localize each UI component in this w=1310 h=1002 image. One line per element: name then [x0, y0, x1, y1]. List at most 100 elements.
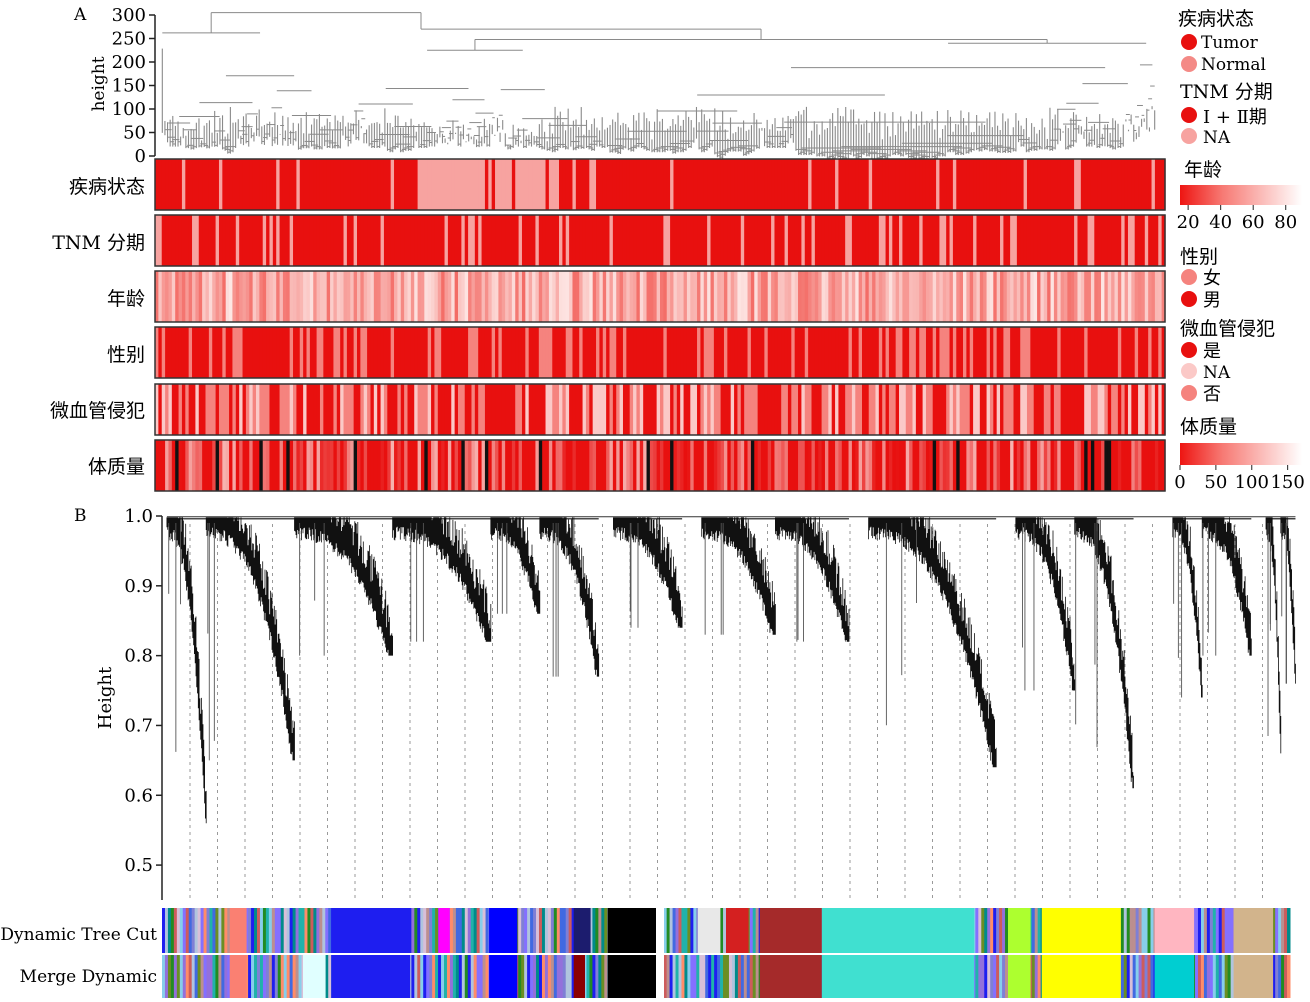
module-stripe	[414, 955, 418, 998]
heatmap-cell	[451, 384, 456, 435]
module-stripe	[298, 908, 303, 953]
module-stripe	[274, 955, 279, 998]
module-stripe	[194, 908, 199, 953]
heatmap-cell	[858, 327, 863, 378]
heatmap-cell	[532, 271, 537, 322]
module-stripe	[191, 908, 196, 953]
heatmap-cell	[353, 327, 358, 378]
heatmap-cell	[431, 215, 436, 266]
y-tick-label: 1.0	[124, 506, 153, 527]
heatmap-cell	[750, 440, 755, 491]
heatmap-cell	[468, 159, 473, 210]
heatmap-cell	[589, 159, 594, 210]
heatmap-cell	[922, 440, 927, 491]
heatmap-cell	[565, 215, 570, 266]
module-stripe	[203, 908, 208, 953]
heatmap-cell	[680, 327, 685, 378]
heatmap-cell	[808, 327, 813, 378]
heatmap-cell	[505, 327, 510, 378]
module-block	[438, 908, 450, 953]
heatmap-cell	[1023, 440, 1028, 491]
heatmap-cell	[1030, 384, 1035, 435]
heatmap-cell	[1037, 271, 1042, 322]
heatmap-cell	[686, 440, 691, 491]
heatmap-cell	[218, 271, 223, 322]
heatmap-cell	[336, 440, 341, 491]
gene-cluster-branch	[392, 517, 492, 642]
heatmap-cell	[666, 271, 671, 322]
heatmap-cell	[922, 159, 927, 210]
module-stripe	[162, 908, 166, 953]
heatmap-cell	[1117, 384, 1122, 435]
heatmap-cell	[282, 271, 287, 322]
heatmap-cell	[1087, 327, 1092, 378]
heatmap-cell	[1084, 159, 1089, 210]
module-stripe	[1129, 908, 1134, 953]
heatmap-cell	[851, 384, 856, 435]
heatmap-cell	[1023, 327, 1028, 378]
heatmap-cell	[508, 215, 513, 266]
heatmap-cell	[400, 271, 405, 322]
heatmap-cell	[942, 271, 947, 322]
heatmap-cell	[781, 327, 786, 378]
heatmap-cell	[478, 440, 483, 491]
module-stripe	[530, 908, 534, 953]
module-stripe	[1147, 955, 1151, 998]
heatmap-cell	[293, 327, 297, 378]
heatmap-cell	[707, 384, 712, 435]
heatmap-cell	[616, 440, 621, 491]
heatmap-cell	[639, 327, 644, 378]
heatmap-cell	[660, 327, 664, 378]
heatmap-cell	[875, 271, 880, 322]
heatmap-cell	[989, 215, 994, 266]
heatmap-cell	[171, 327, 176, 378]
heatmap-cell	[858, 440, 863, 491]
module-stripe	[544, 955, 549, 998]
module-stripe	[547, 908, 552, 953]
heatmap-cell	[505, 159, 510, 210]
heatmap-cell	[575, 327, 580, 378]
heatmap-cell	[269, 215, 274, 266]
heatmap-cell	[1057, 215, 1062, 266]
module-stripe	[717, 955, 721, 998]
legend-sex-female: 女	[1203, 268, 1221, 289]
module-stripe	[313, 908, 317, 953]
heatmap-cell	[1104, 271, 1109, 322]
heatmap-cell	[949, 440, 954, 491]
heatmap-cell	[1087, 271, 1092, 322]
heatmap-cell	[198, 159, 203, 210]
heatmap-cell	[256, 215, 260, 266]
heatmap-cell	[158, 271, 163, 322]
heatmap-cell	[434, 159, 439, 210]
heatmap-cell	[747, 271, 752, 322]
heatmap-cell	[989, 159, 994, 210]
heatmap-cell	[178, 440, 183, 491]
module-block	[1233, 908, 1274, 953]
heatmap-cell	[737, 159, 742, 210]
legend-sex-title: 性别	[1180, 246, 1218, 268]
module-stripe	[289, 908, 294, 953]
heatmap-cell	[794, 159, 799, 210]
heatmap-cell	[451, 271, 456, 322]
heatmap-cell	[976, 327, 981, 378]
module-stripe	[423, 908, 427, 953]
module-stripe	[524, 908, 528, 953]
heatmap-cell	[333, 384, 338, 435]
heatmap-cell	[293, 271, 297, 322]
heatmap-cell	[447, 159, 452, 210]
track-label-age: 年龄	[107, 288, 145, 310]
module-stripe	[319, 908, 323, 953]
heatmap-cell	[761, 384, 765, 435]
heatmap-cell	[1148, 215, 1153, 266]
heatmap-cell	[437, 327, 442, 378]
heatmap-cell	[646, 327, 651, 378]
heatmap-cell	[1080, 215, 1085, 266]
gene-cluster-branch	[1201, 517, 1252, 656]
heatmap-cell	[781, 215, 786, 266]
heatmap-cell	[474, 159, 479, 210]
module-stripe	[470, 908, 475, 953]
sample-dendrogram-tree	[161, 12, 1156, 164]
heatmap-cell	[464, 215, 469, 266]
heatmap-cell	[269, 271, 274, 322]
heatmap-cell	[787, 215, 792, 266]
